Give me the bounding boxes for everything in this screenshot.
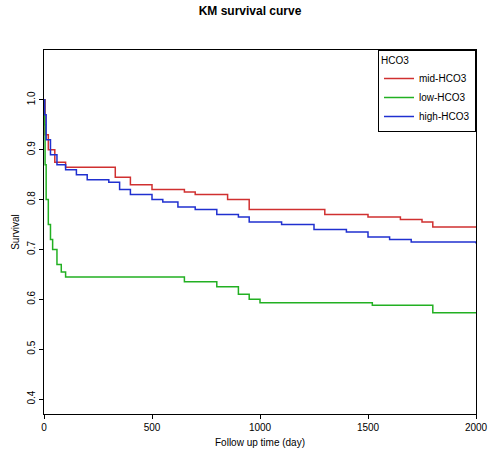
svg-text:0.6: 0.6: [26, 290, 37, 304]
svg-text:0.5: 0.5: [26, 340, 37, 354]
svg-text:KM survival curve: KM survival curve: [199, 4, 302, 18]
svg-text:500: 500: [144, 422, 161, 433]
svg-text:0.9: 0.9: [26, 141, 37, 155]
svg-text:1.0: 1.0: [26, 91, 37, 105]
svg-text:HCO3: HCO3: [381, 55, 409, 66]
svg-text:low-HCO3: low-HCO3: [419, 92, 466, 103]
svg-text:Survival: Survival: [10, 214, 21, 250]
svg-text:high-HCO3: high-HCO3: [419, 111, 469, 122]
svg-text:Follow up time (day): Follow up time (day): [215, 437, 305, 448]
svg-text:1500: 1500: [357, 422, 380, 433]
svg-text:0.7: 0.7: [26, 241, 37, 255]
svg-text:1000: 1000: [249, 422, 272, 433]
svg-text:0.8: 0.8: [26, 191, 37, 205]
svg-text:2000: 2000: [465, 422, 488, 433]
svg-text:0: 0: [41, 422, 47, 433]
svg-text:mid-HCO3: mid-HCO3: [419, 73, 467, 84]
svg-text:0.4: 0.4: [26, 390, 37, 404]
